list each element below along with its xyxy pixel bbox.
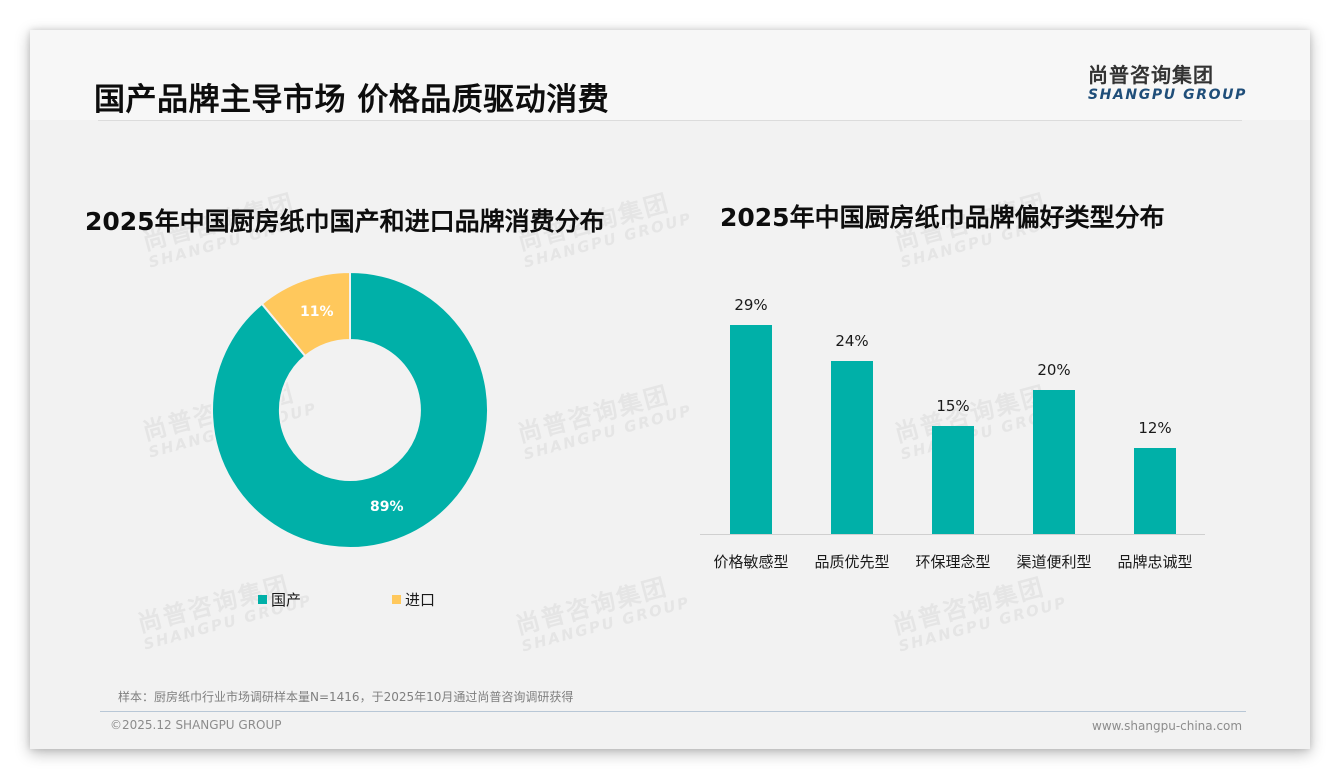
watermark-cn: 尚普咨询集团 bbox=[139, 378, 298, 447]
legend-item-domestic: 国产 bbox=[258, 589, 301, 610]
copyright: ©2025.12 SHANGPU GROUP bbox=[110, 718, 282, 732]
website-link[interactable]: www.shangpu-china.com bbox=[1092, 719, 1243, 733]
legend-label-imported: 进口 bbox=[405, 591, 436, 609]
watermark: 尚普咨询集团 SHANGPU GROUP bbox=[512, 569, 693, 656]
bar-category-brand-loyal: 品牌忠诚型 bbox=[1117, 553, 1193, 571]
watermark-en: SHANGPU GROUP bbox=[521, 401, 695, 464]
bar-value-price-sensitive: 29% bbox=[734, 296, 768, 314]
bar-brand-loyal bbox=[1134, 448, 1176, 534]
slice-label-imported: 11% bbox=[300, 304, 334, 320]
watermark: 尚普咨询集团 SHANGPU GROUP bbox=[889, 569, 1070, 656]
company-logo: 尚普咨询集团 SHANGPU GROUP bbox=[1088, 63, 1247, 103]
x-axis bbox=[700, 534, 1205, 535]
slide: 尚普咨询集团 SHANGPU GROUP 尚普咨询集团 SHANGPU GROU… bbox=[30, 30, 1310, 749]
bar-value-channel-convenience: 20% bbox=[1037, 361, 1071, 379]
donut-chart bbox=[211, 270, 490, 549]
header-divider bbox=[98, 120, 1242, 121]
bar-eco-conscious bbox=[932, 426, 974, 534]
watermark-cn: 尚普咨询集团 bbox=[889, 572, 1048, 641]
watermark-en: SHANGPU GROUP bbox=[896, 593, 1070, 656]
logo-cn: 尚普咨询集团 bbox=[1088, 63, 1214, 87]
legend-swatch-domestic bbox=[258, 595, 267, 604]
header-band bbox=[30, 30, 1310, 120]
watermark: 尚普咨询集团 SHANGPU GROUP bbox=[514, 377, 695, 464]
watermark-en: SHANGPU GROUP bbox=[146, 399, 320, 462]
donut-chart-title: 2025年中国厨房纸巾国产和进口品牌消费分布 bbox=[85, 207, 605, 236]
bar-value-eco-conscious: 15% bbox=[936, 397, 970, 415]
bar-chart-title: 2025年中国厨房纸巾品牌偏好类型分布 bbox=[720, 203, 1165, 232]
bar-category-eco-conscious: 环保理念型 bbox=[915, 553, 991, 571]
watermark-en: SHANGPU GROUP bbox=[519, 593, 693, 656]
legend-label-domestic: 国产 bbox=[271, 591, 302, 609]
bar-category-channel-convenience: 渠道便利型 bbox=[1016, 553, 1092, 571]
bar-channel-convenience bbox=[1033, 390, 1075, 534]
legend-swatch-imported bbox=[392, 595, 401, 604]
legend-item-imported: 进口 bbox=[392, 589, 435, 610]
watermark: 尚普咨询集团 SHANGPU GROUP bbox=[139, 375, 320, 462]
donut-slice-domestic bbox=[211, 270, 490, 549]
source-note: 样本：厨房纸巾行业市场调研样本量N=1416，于2025年10月通过尚普咨询调研… bbox=[118, 690, 574, 704]
bar-value-quality-first: 24% bbox=[835, 332, 869, 350]
bar-value-brand-loyal: 12% bbox=[1138, 419, 1172, 437]
bar-price-sensitive bbox=[730, 325, 772, 534]
watermark-cn: 尚普咨询集团 bbox=[514, 380, 673, 449]
bar-category-quality-first: 品质优先型 bbox=[814, 553, 890, 571]
footer-divider bbox=[100, 711, 1246, 712]
bar-category-price-sensitive: 价格敏感型 bbox=[713, 553, 789, 571]
slice-label-domestic: 89% bbox=[370, 499, 404, 515]
page-title: 国产品牌主导市场 价格品质驱动消费 bbox=[94, 82, 610, 118]
watermark-cn: 尚普咨询集团 bbox=[512, 572, 671, 641]
bar-quality-first bbox=[831, 361, 873, 534]
logo-en: SHANGPU GROUP bbox=[1088, 87, 1247, 103]
